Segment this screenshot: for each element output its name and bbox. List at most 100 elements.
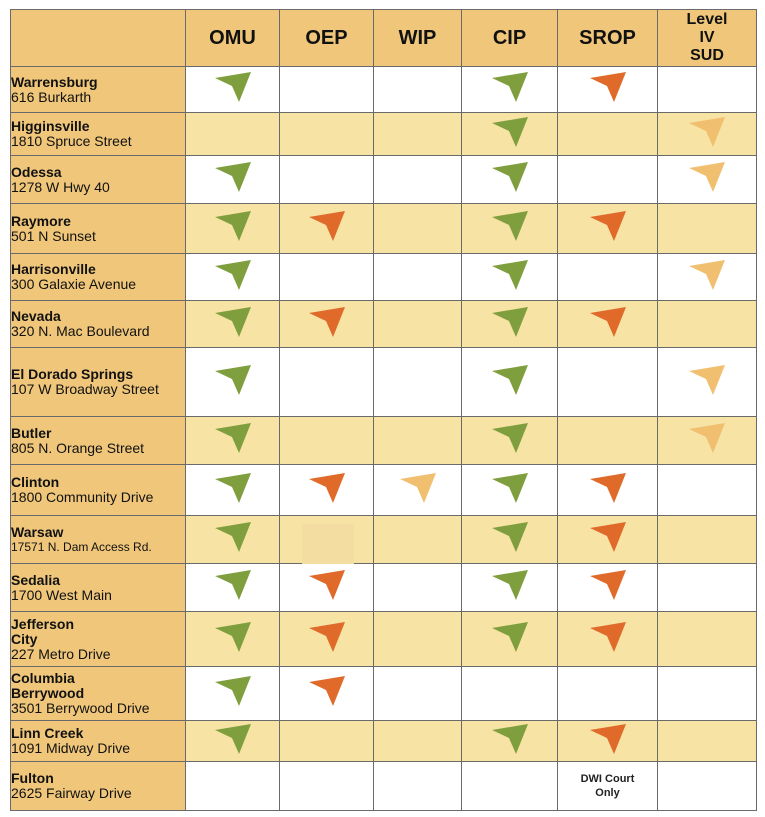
cell-cip <box>461 155 558 204</box>
arrow-check-icon <box>588 209 628 243</box>
cell-oep <box>279 416 374 465</box>
arrow-check-icon <box>687 421 727 455</box>
cell-level-iv-sud <box>657 300 757 348</box>
arrow-check-icon <box>490 520 530 554</box>
arrow-check-icon <box>213 305 253 339</box>
cell-level-iv-sud <box>657 666 757 721</box>
location-address: 17571 N. Dam Access Rd. <box>11 539 152 554</box>
arrow-check-icon <box>490 70 530 104</box>
table-row: Sedalia 1700 West Main <box>10 563 757 612</box>
table-row: Clinton 1800 Community Drive <box>10 464 757 516</box>
cell-cip <box>461 347 558 417</box>
cell-level-iv-sud <box>657 253 757 301</box>
arrow-check-icon <box>490 722 530 756</box>
arrow-check-icon <box>307 620 347 654</box>
cell-omu <box>185 203 280 254</box>
arrow-check-icon <box>687 160 727 194</box>
cell-level-iv-sud <box>657 347 757 417</box>
cell-level-iv-sud <box>657 416 757 465</box>
location-address: 501 N Sunset <box>11 227 96 244</box>
cell-note: DWI Court Only <box>580 773 635 799</box>
location-cell: Linn Creek 1091 Midway Drive <box>10 720 186 762</box>
cell-srop <box>557 464 658 516</box>
cell-srop <box>557 720 658 762</box>
location-address: 1700 West Main <box>11 586 112 603</box>
cell-srop <box>557 112 658 156</box>
cell-oep <box>279 253 374 301</box>
location-cell: Harrisonville 300 Galaxie Avenue <box>10 253 186 301</box>
cell-srop: DWI Court Only <box>557 761 658 811</box>
arrow-check-icon <box>213 674 253 708</box>
table-row: Nevada 320 N. Mac Boulevard <box>10 300 757 348</box>
cell-level-iv-sud <box>657 720 757 762</box>
arrow-check-icon <box>307 568 347 602</box>
arrow-check-icon <box>213 520 253 554</box>
location-name: Harrisonville <box>11 261 96 277</box>
cell-level-iv-sud <box>657 66 757 113</box>
cell-omu <box>185 515 280 564</box>
cell-omu <box>185 666 280 721</box>
location-name: Linn Creek <box>11 725 84 741</box>
cell-omu <box>185 563 280 612</box>
location-address: 227 Metro Drive <box>11 645 111 662</box>
arrow-check-icon <box>687 115 727 149</box>
cell-omu <box>185 155 280 204</box>
location-name: Columbia Berrywood <box>11 670 85 701</box>
cell-oep <box>279 720 374 762</box>
cell-wip <box>373 112 462 156</box>
cell-srop <box>557 563 658 612</box>
cell-cip <box>461 66 558 113</box>
arrow-check-icon <box>307 305 347 339</box>
arrow-check-icon <box>490 305 530 339</box>
cell-srop <box>557 347 658 417</box>
cell-wip <box>373 515 462 564</box>
cell-wip <box>373 300 462 348</box>
location-name: Higginsville <box>11 118 90 134</box>
arrow-check-icon <box>213 363 253 397</box>
arrow-check-icon <box>490 160 530 194</box>
arrow-check-icon <box>490 115 530 149</box>
arrow-check-icon <box>588 471 628 505</box>
arrow-check-icon <box>213 568 253 602</box>
cell-oep <box>279 563 374 612</box>
arrow-check-icon <box>213 471 253 505</box>
location-cell: Higginsville 1810 Spruce Street <box>10 112 186 156</box>
location-address: 1810 Spruce Street <box>11 133 132 149</box>
cell-level-iv-sud <box>657 611 757 667</box>
arrow-check-icon <box>398 471 438 505</box>
cell-wip <box>373 253 462 301</box>
location-address: 3501 Berrywood Drive <box>11 700 150 716</box>
cell-wip <box>373 66 462 113</box>
table-row: Raymore 501 N Sunset <box>10 203 757 254</box>
location-name: Jefferson City <box>11 615 75 647</box>
cell-omu <box>185 347 280 417</box>
arrow-check-icon <box>687 363 727 397</box>
cell-wip <box>373 720 462 762</box>
cell-level-iv-sud <box>657 761 757 811</box>
cell-cip <box>461 300 558 348</box>
cell-omu <box>185 416 280 465</box>
cell-srop <box>557 66 658 113</box>
location-name: Butler <box>11 424 52 441</box>
cell-level-iv-sud <box>657 464 757 516</box>
location-cell: Fulton 2625 Fairway Drive <box>10 761 186 811</box>
table-row: Jefferson City 227 Metro Drive <box>10 611 757 667</box>
cell-omu <box>185 112 280 156</box>
cell-oep <box>279 112 374 156</box>
arrow-check-icon <box>307 471 347 505</box>
cell-srop <box>557 416 658 465</box>
location-address: 1800 Community Drive <box>11 489 154 505</box>
cell-cip <box>461 416 558 465</box>
location-cell: Nevada 320 N. Mac Boulevard <box>10 300 186 348</box>
faded-cell-shading <box>302 524 354 566</box>
cell-omu <box>185 253 280 301</box>
location-name: Clinton <box>11 474 60 490</box>
location-address: 320 N. Mac Boulevard <box>11 323 150 339</box>
cell-wip <box>373 464 462 516</box>
column-header-level-iv-sud: Level IV SUD <box>657 9 757 67</box>
location-address: 2625 Fairway Drive <box>11 785 132 801</box>
location-name: Sedalia <box>11 571 61 588</box>
arrow-check-icon <box>490 209 530 243</box>
arrow-check-icon <box>490 471 530 505</box>
header-row: OMU OEP WIP CIP SROP Level IV SUD <box>10 9 757 67</box>
